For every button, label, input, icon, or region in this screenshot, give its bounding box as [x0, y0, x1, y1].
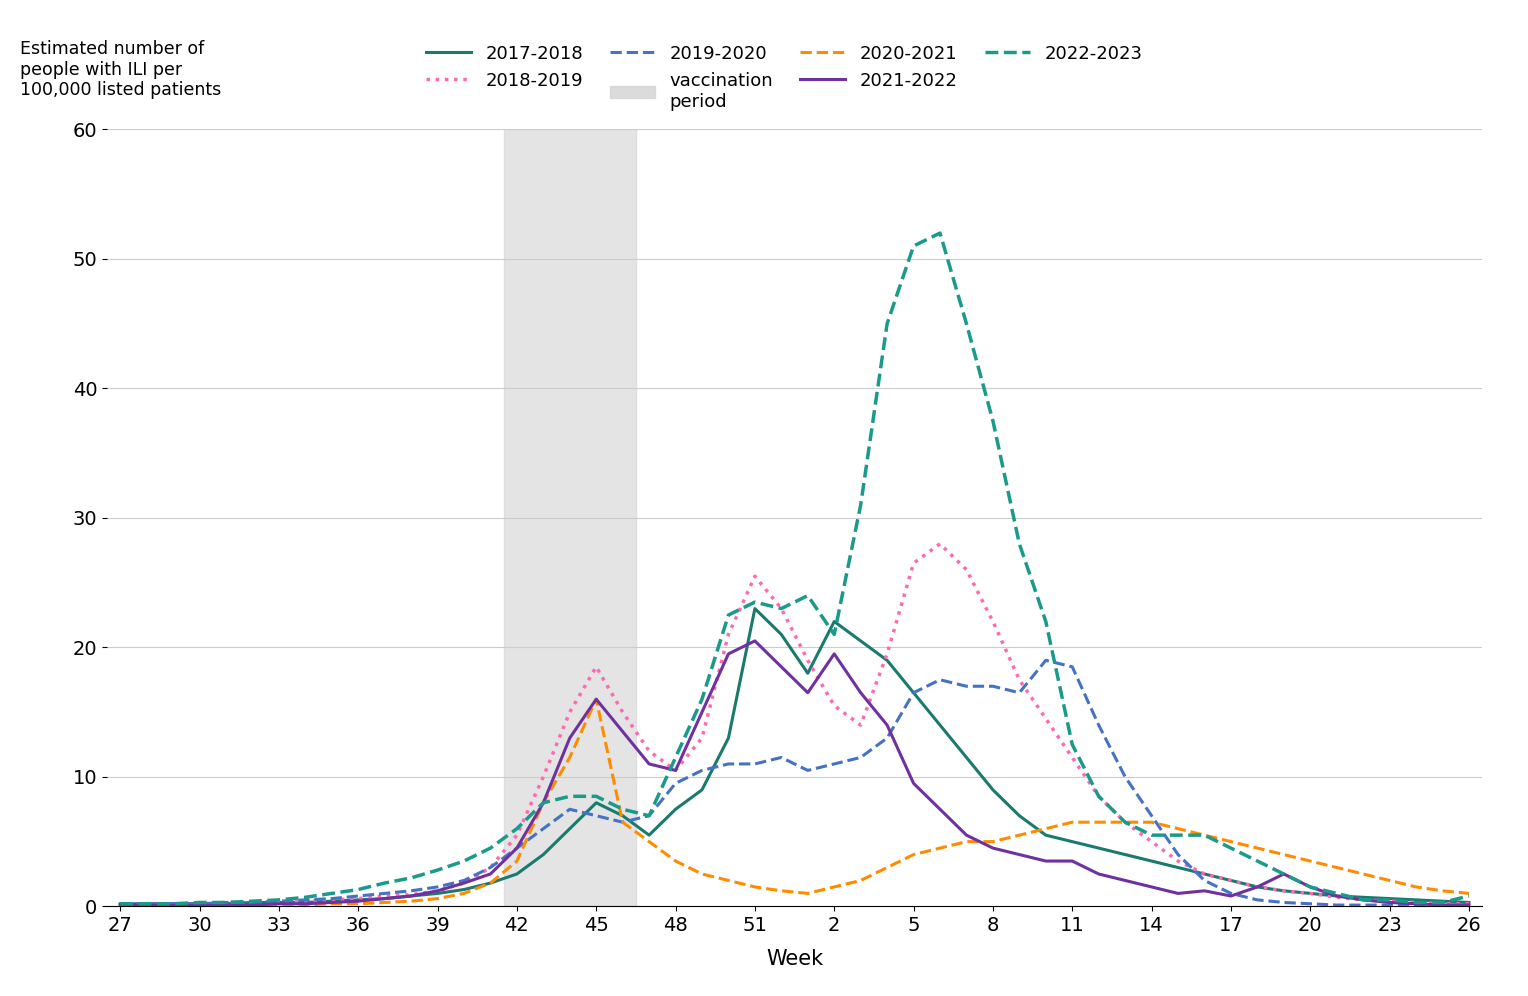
Line: 2022-2023: 2022-2023: [121, 233, 1468, 903]
2018-2019: [1010, 673, 1028, 685]
2022-2023: [587, 791, 605, 803]
2018-2019: [1459, 897, 1478, 909]
2020-2021: [1459, 887, 1478, 899]
Line: 2020-2021: 2020-2021: [121, 699, 1468, 905]
2022-2023: [1010, 538, 1028, 550]
2021-2022: [587, 693, 605, 705]
Line: 2019-2020: 2019-2020: [121, 660, 1468, 905]
2017-2018: [217, 897, 235, 909]
2019-2020: [746, 758, 764, 770]
2017-2018: [1459, 896, 1478, 908]
Line: 2021-2022: 2021-2022: [121, 641, 1468, 905]
2019-2020: [931, 673, 949, 685]
2017-2018: [1010, 810, 1028, 822]
2018-2019: [112, 897, 130, 909]
2021-2022: [1010, 849, 1028, 861]
2019-2020: [1459, 899, 1478, 911]
2017-2018: [772, 628, 790, 640]
Line: 2018-2019: 2018-2019: [121, 544, 1468, 903]
2017-2018: [112, 897, 130, 909]
2018-2019: [587, 661, 605, 673]
2018-2019: [1380, 895, 1398, 907]
2020-2021: [614, 817, 633, 829]
2020-2021: [112, 899, 130, 911]
2022-2023: [931, 227, 949, 239]
2019-2020: [217, 896, 235, 908]
2018-2019: [957, 564, 975, 576]
2022-2023: [1380, 894, 1398, 906]
X-axis label: Week: Week: [766, 949, 824, 969]
Line: 2017-2018: 2017-2018: [121, 609, 1468, 903]
2022-2023: [112, 897, 130, 909]
Legend: 2017-2018, 2018-2019, 2019-2020, vaccination
period, 2020-2021, 2021-2022, 2022-: 2017-2018, 2018-2019, 2019-2020, vaccina…: [419, 38, 1149, 118]
Bar: [504, 129, 636, 906]
2020-2021: [587, 693, 605, 705]
2020-2021: [217, 899, 235, 911]
Text: Estimated number of
people with ILI per
100,000 listed patients: Estimated number of people with ILI per …: [20, 40, 222, 100]
2018-2019: [931, 538, 949, 550]
2019-2020: [984, 680, 1002, 692]
2019-2020: [587, 810, 605, 822]
2020-2021: [957, 836, 975, 848]
2017-2018: [957, 751, 975, 763]
2017-2018: [587, 797, 605, 809]
2018-2019: [217, 896, 235, 908]
2022-2023: [746, 596, 764, 608]
2021-2022: [957, 829, 975, 841]
2022-2023: [957, 318, 975, 330]
2022-2023: [1459, 890, 1478, 902]
2021-2022: [746, 635, 764, 647]
2019-2020: [1328, 899, 1346, 911]
2020-2021: [772, 884, 790, 896]
2021-2022: [1459, 899, 1478, 911]
2020-2021: [1010, 829, 1028, 841]
2019-2020: [1036, 654, 1054, 666]
2017-2018: [746, 603, 764, 615]
2017-2018: [1380, 892, 1398, 904]
2019-2020: [112, 897, 130, 909]
2021-2022: [772, 661, 790, 673]
2021-2022: [1380, 896, 1398, 908]
2021-2022: [112, 899, 130, 911]
2020-2021: [1380, 874, 1398, 886]
2022-2023: [217, 896, 235, 908]
2019-2020: [825, 758, 843, 770]
2018-2019: [746, 570, 764, 582]
2021-2022: [217, 899, 235, 911]
